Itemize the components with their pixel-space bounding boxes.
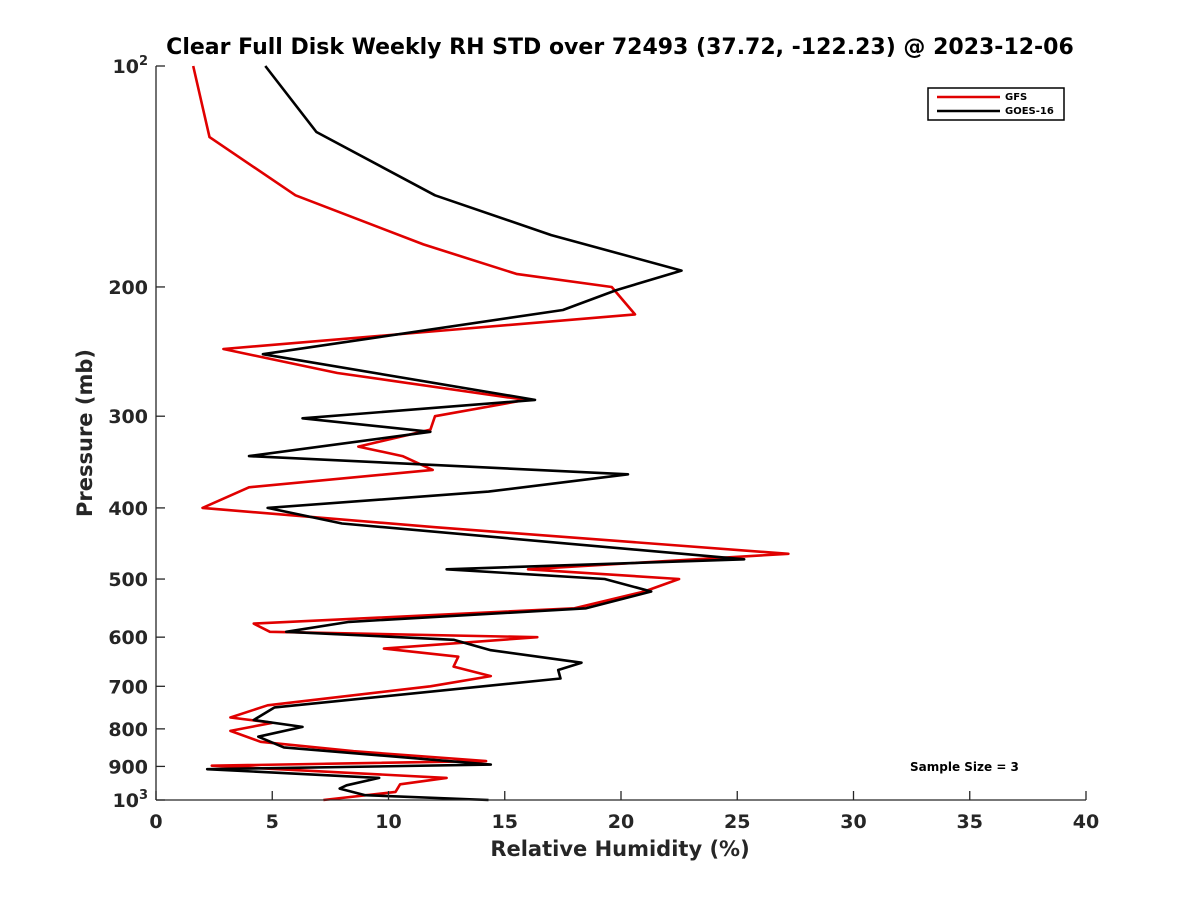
chart-title: Clear Full Disk Weekly RH STD over 72493… <box>166 35 1074 60</box>
series-line-goes16 <box>205 65 746 802</box>
y-tick-label: 200 <box>108 277 148 299</box>
y-tick-label: 102 <box>113 54 149 78</box>
legend-box <box>927 87 1065 121</box>
y-tick-label: 500 <box>108 569 148 591</box>
y-axis-label: Pressure (mb) <box>73 349 97 517</box>
y-tick-label: 103 <box>113 788 149 812</box>
x-axis-ticks: 0 5 10 15 20 25 30 35 40 <box>149 791 1099 833</box>
x-tick-label: 10 <box>375 811 401 833</box>
y-tick-label: 300 <box>108 406 148 428</box>
series-line-gfs <box>191 65 790 802</box>
x-tick-label: 20 <box>608 811 634 833</box>
x-tick-label: 5 <box>266 811 279 833</box>
y-tick-label: 400 <box>108 498 148 520</box>
x-tick-label: 35 <box>957 811 983 833</box>
y-tick-label: 900 <box>108 756 148 778</box>
x-axis-label: Relative Humidity (%) <box>490 837 749 861</box>
legend-label-gfs: GFS <box>1005 92 1027 103</box>
x-tick-label: 40 <box>1073 811 1099 833</box>
y-tick-label: 800 <box>108 719 148 741</box>
legend-label-goes16: GOES-16 <box>1005 106 1054 117</box>
legend: GFS GOES-16 <box>927 87 1065 121</box>
x-tick-label: 15 <box>492 811 518 833</box>
x-tick-label: 0 <box>149 811 162 833</box>
x-tick-label: 30 <box>840 811 866 833</box>
y-tick-label: 700 <box>108 676 148 698</box>
sample-size-annotation: Sample Size = 3 <box>910 760 1019 774</box>
y-tick-label: 600 <box>108 627 148 649</box>
y-axis-ticks: 102 200 300 400 500 600 700 800 900 103 <box>108 54 165 812</box>
x-tick-label: 25 <box>724 811 750 833</box>
series-layer <box>191 65 790 802</box>
